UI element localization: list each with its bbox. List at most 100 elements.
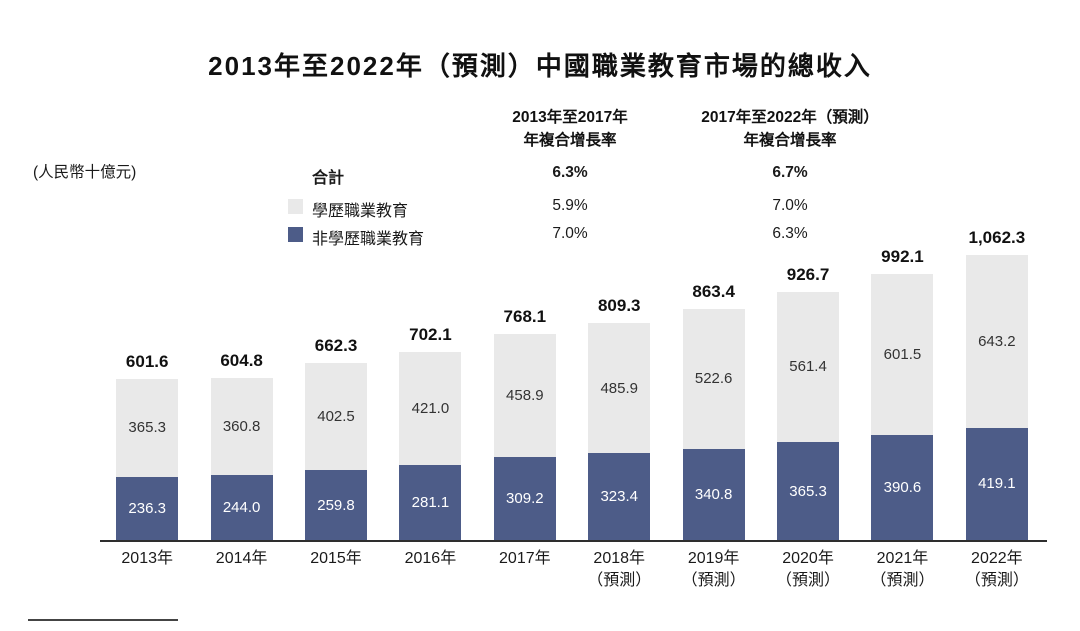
segment-value-label: 236.3	[128, 499, 166, 517]
bar-segment-degree-education: 458.9	[493, 334, 556, 458]
x-axis-label: 2018年 （預測）	[572, 548, 666, 592]
stacked-bar: 402.5 259.8	[305, 362, 368, 540]
cagr-value-non-degree-2013-2017: 7.0%	[552, 225, 588, 242]
bar-segment-degree-education: 601.5	[871, 274, 934, 436]
x-axis-label: 2017年	[478, 548, 572, 592]
x-axis-labels: 2013年 2014年 2015年 2016年 2017年 2018年 （預測） 2019年 （…	[100, 548, 1044, 592]
bar-total-label: 604.8	[220, 350, 263, 370]
segment-value-label: 522.6	[694, 370, 733, 388]
bar-column: 926.7 561.4 365.3	[761, 230, 855, 540]
legend-row-degree-education: 學歷職業教育 5.9% 7.0%	[0, 195, 1080, 220]
cagr-header-2013-2017: 2013年至2017年 年複合增長率	[455, 106, 685, 152]
bar-column: 702.1 421.0 281.1	[383, 230, 477, 540]
bar-segment-degree-education: 522.6	[682, 308, 745, 449]
segment-value-label: 309.2	[506, 490, 544, 508]
stacked-bar: 458.9 309.2	[493, 334, 556, 540]
plot-area: 601.6 365.3 236.3 604.8 360.8 244.0 662.3 402.5…	[100, 228, 1044, 540]
segment-value-label: 323.4	[600, 488, 638, 506]
bar-segment-non-degree-education: 419.1	[965, 427, 1028, 540]
legend-label-total: 合計	[312, 170, 345, 187]
bar-total-label: 702.1	[409, 324, 452, 344]
segment-value-label: 561.4	[789, 358, 827, 376]
bar-total-label: 662.3	[314, 335, 358, 355]
bar-segment-degree-education: 643.2	[965, 255, 1028, 428]
bar-segment-non-degree-education: 365.3	[777, 442, 840, 540]
bar-column: 809.3 485.9 323.4	[572, 230, 666, 540]
cagr-header-2017-2022: 2017年至2022年（預測） 年複合增長率	[665, 106, 915, 152]
bar-segment-non-degree-education: 244.0	[210, 474, 273, 540]
bar-total-label: 992.1	[881, 247, 924, 267]
x-axis-label-line: 2020年	[782, 550, 834, 567]
cagr-value-total-2013-2017: 6.3%	[552, 164, 588, 181]
segment-value-label: 458.9	[506, 387, 544, 405]
bar-total-label: 926.7	[786, 264, 830, 284]
segment-value-label: 601.5	[883, 346, 922, 364]
x-axis-label: 2019年 （預測）	[666, 548, 760, 592]
x-axis-label-line: （預測）	[964, 572, 1029, 589]
x-axis-label-line: 2022年	[971, 550, 1023, 567]
legend-swatch-non-degree-education	[288, 227, 303, 242]
x-axis-label-line: （預測）	[870, 572, 935, 589]
bar-segment-degree-education: 421.0	[399, 351, 462, 465]
bar-total-label: 768.1	[503, 307, 547, 327]
stacked-bar: 643.2 419.1	[965, 255, 1028, 540]
x-axis-line	[100, 540, 1047, 542]
x-axis-label: 2021年 （預測）	[855, 548, 949, 592]
stacked-bar: 365.3 236.3	[116, 378, 179, 540]
bar-segment-non-degree-education: 259.8	[305, 470, 368, 540]
x-axis-label-line: （預測）	[587, 572, 652, 589]
segment-value-label: 643.2	[978, 333, 1016, 350]
x-axis-label-line: 2014年	[215, 550, 268, 567]
legend-row-non-degree-education: 非學歷職業教育 7.0% 6.3%	[0, 223, 1080, 248]
x-axis-label: 2016年	[383, 548, 477, 592]
bar-total-label: 1,062.3	[968, 228, 1026, 248]
legend-label-degree-education: 學歷職業教育	[312, 203, 409, 220]
cagr-header-line1: 2017年至2022年（預測）	[701, 109, 879, 126]
legend-row-total: 合計 6.3% 6.7%	[0, 162, 1080, 187]
x-axis-label-line: 2013年	[121, 550, 173, 567]
bar-column: 992.1 601.5 390.6	[855, 230, 949, 540]
stacked-bar: 561.4 365.3	[777, 291, 840, 540]
segment-value-label: 365.3	[789, 482, 827, 500]
stacked-bar: 421.0 281.1	[399, 351, 462, 540]
x-axis-label-line: （預測）	[681, 572, 746, 589]
x-axis-label: 2022年 （預測）	[950, 548, 1044, 592]
legend-swatch-degree-education	[288, 199, 303, 214]
cagr-header-line1: 2013年至2017年	[512, 109, 628, 126]
segment-value-label: 340.8	[694, 485, 733, 503]
cagr-value-non-degree-2017-2022: 6.3%	[772, 225, 808, 242]
bar-column: 863.4 522.6 340.8	[666, 230, 760, 540]
x-axis-label-line: 2015年	[310, 550, 362, 567]
bar-column: 604.8 360.8 244.0	[194, 230, 288, 540]
bar-segment-non-degree-education: 281.1	[399, 464, 462, 540]
segment-value-label: 244.0	[222, 498, 261, 516]
x-axis-label-line: 2019年	[687, 550, 740, 567]
stacked-bar: 522.6 340.8	[682, 308, 745, 540]
segment-value-label: 281.1	[411, 493, 450, 511]
y-axis-unit-label: (人民幣十億元)	[33, 164, 137, 181]
segment-value-label: 365.3	[128, 419, 166, 437]
segment-value-label: 402.5	[317, 407, 355, 425]
bar-total-label: 601.6	[125, 351, 169, 371]
bar-segment-degree-education: 360.8	[210, 377, 273, 475]
bar-segment-degree-education: 561.4	[777, 291, 840, 443]
x-axis-label: 2015年	[289, 548, 383, 592]
bar-column: 1,062.3 643.2 419.1	[950, 228, 1044, 540]
x-axis-label-line: 2021年	[876, 550, 929, 567]
segment-value-label: 419.1	[978, 475, 1016, 493]
bar-column: 601.6 365.3 236.3	[100, 230, 194, 540]
bar-segment-non-degree-education: 390.6	[871, 435, 934, 540]
stacked-bar: 485.9 323.4	[588, 323, 651, 540]
bar-segment-non-degree-education: 340.8	[682, 448, 745, 540]
segment-value-label: 421.0	[411, 399, 450, 417]
bar-total-label: 863.4	[692, 281, 735, 301]
bar-segment-degree-education: 402.5	[305, 362, 368, 471]
cagr-value-degree-2013-2017: 5.9%	[552, 197, 588, 214]
stacked-bar: 360.8 244.0	[210, 377, 273, 540]
x-axis-label-line: 2018年	[593, 550, 646, 567]
stacked-bar: 601.5 390.6	[871, 274, 934, 540]
bar-total-label: 809.3	[597, 296, 641, 316]
x-axis-label-line: 2017年	[499, 550, 551, 567]
cagr-value-total-2017-2022: 6.7%	[772, 164, 808, 181]
